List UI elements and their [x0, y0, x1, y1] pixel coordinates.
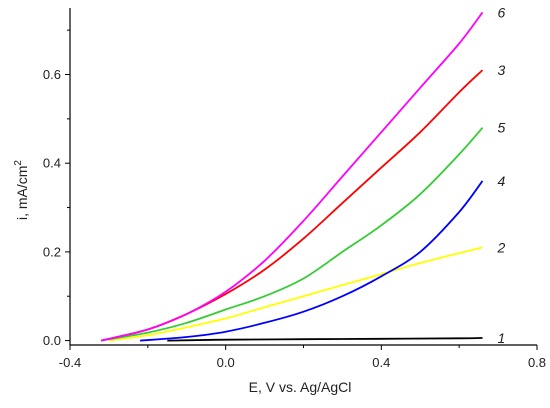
y-tick-label: 0.4	[43, 156, 61, 171]
x-axis-title: E, V vs. Ag/AgCl	[249, 379, 352, 395]
series-label-2: 2	[497, 239, 506, 255]
series-lines	[100, 11, 484, 342]
y-tick-label: 0.2	[43, 244, 61, 259]
tick-marks: -0.4 0.0 0.4 0.8 0.0 0.2 0.4 0.6	[43, 29, 546, 370]
series-label-1: 1	[498, 330, 506, 346]
series-labels: 1 2 3 4 5 6	[497, 4, 506, 345]
y-tick-label: 0.0	[43, 333, 61, 348]
x-tick-label: -0.4	[59, 355, 81, 370]
x-tick-label: 0.4	[372, 355, 390, 370]
series-line-6	[100, 11, 484, 342]
y-tick-label: 0.6	[43, 67, 61, 82]
series-line-1	[167, 337, 483, 342]
series-label-6: 6	[498, 4, 506, 20]
x-tick-label: 0.8	[528, 355, 546, 370]
series-line-5	[100, 127, 484, 342]
y-axis-title-superscript: 2	[13, 160, 24, 166]
series-label-4: 4	[498, 173, 506, 189]
x-tick-label: 0.0	[217, 355, 235, 370]
series-label-3: 3	[498, 62, 506, 78]
series-line-4	[140, 180, 484, 342]
axes	[69, 8, 537, 346]
y-axis-title-main: i, mA/cm	[14, 166, 30, 220]
series-line-2	[108, 246, 483, 342]
series-label-5: 5	[498, 120, 506, 136]
y-axis-title: i, mA/cm2	[13, 160, 30, 220]
